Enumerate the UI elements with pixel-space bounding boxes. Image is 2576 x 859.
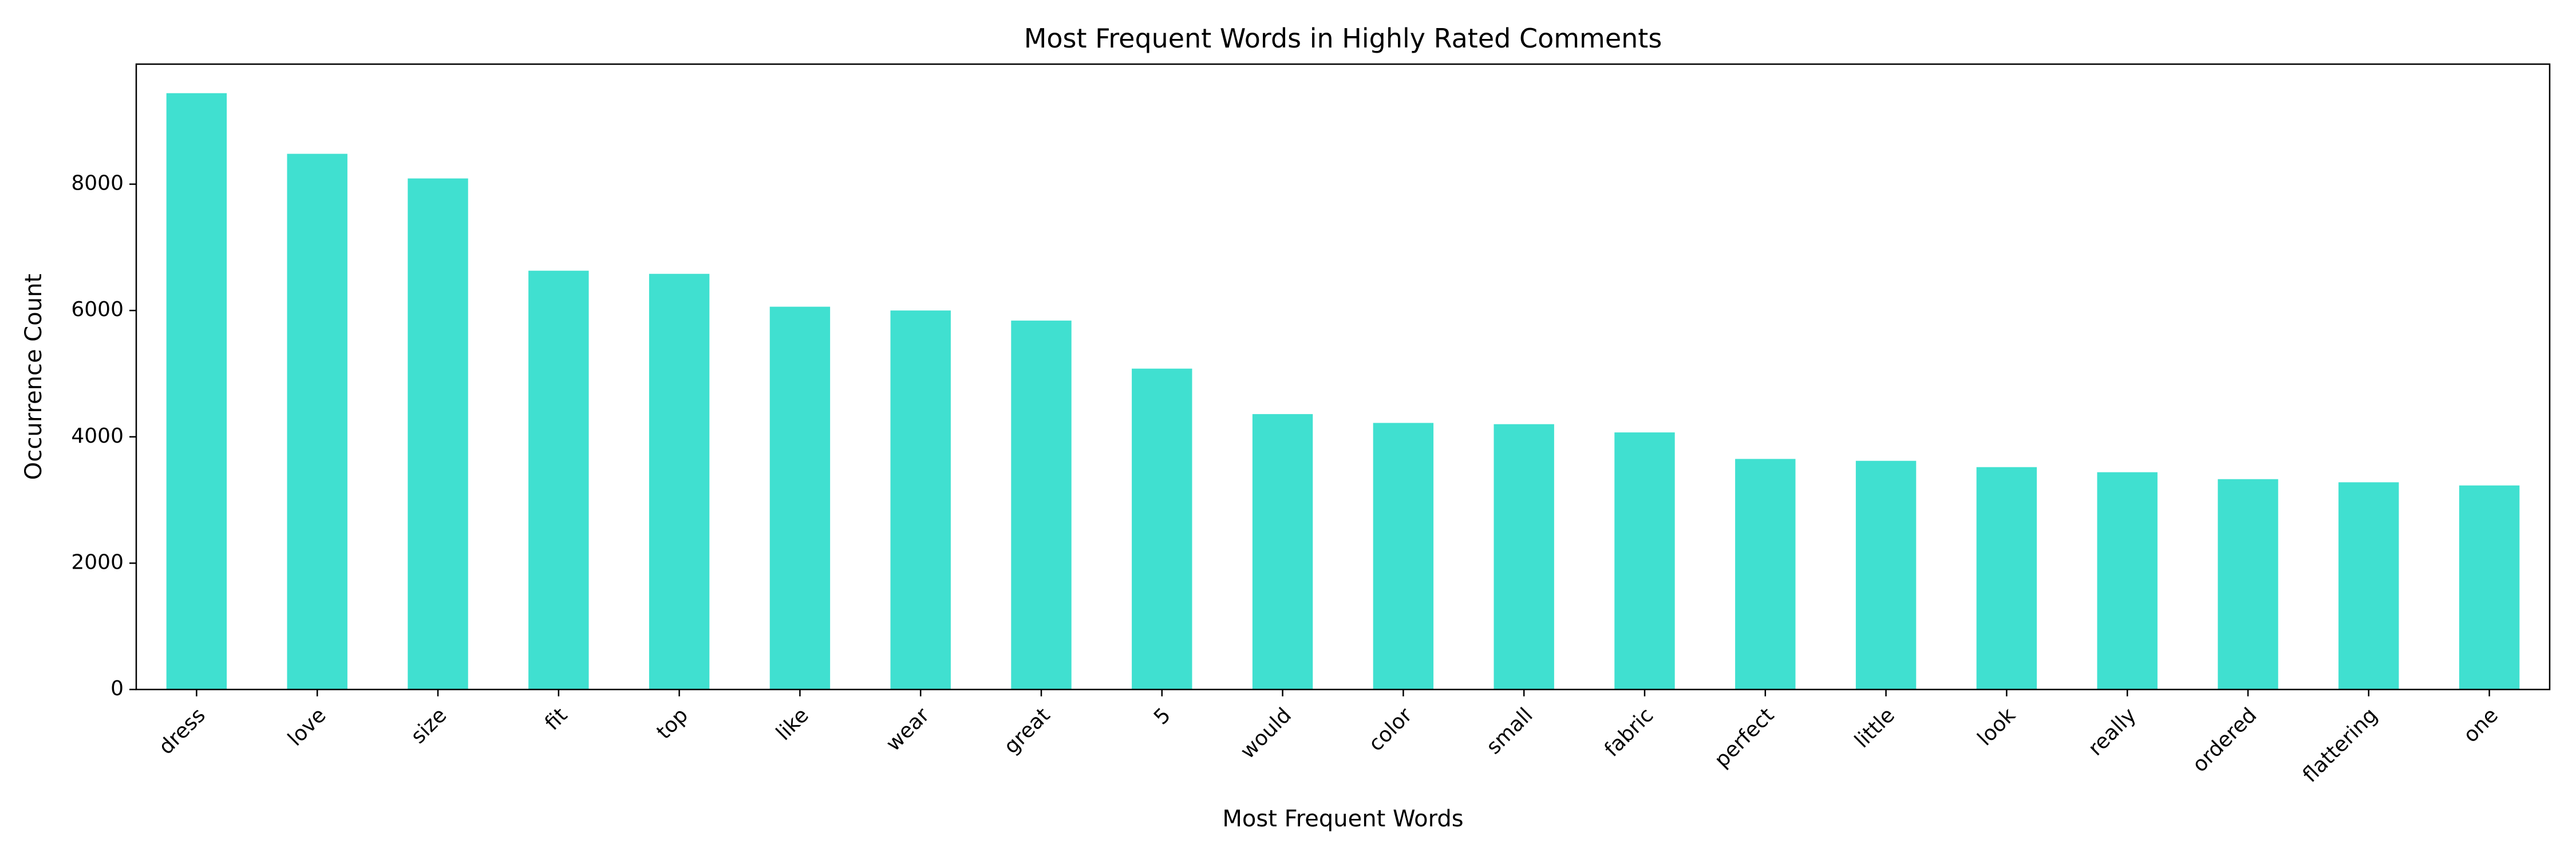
x-tick-label: small [1482,703,1538,759]
bar-flattering [2338,482,2399,689]
bar-one [2459,485,2520,689]
x-tick-label: fit [540,703,572,735]
y-tick-label: 0 [110,677,124,700]
x-tick-label: top [652,703,693,744]
x-tick-label: great [999,703,1054,758]
x-tick-label: one [2459,703,2503,747]
y-tick-label: 2000 [71,550,124,574]
bar-top [649,274,710,689]
bar-ordered [2218,479,2278,689]
x-tick-label: fabric [1600,703,1658,761]
x-tick-label: would [1236,703,1296,763]
bar-small [1494,424,1554,689]
x-tick-label: look [1973,703,2020,750]
x-tick-label: really [2084,703,2140,760]
x-axis-ticks: dress love size fit top like wear great 5 would co… [155,689,2503,787]
y-tick-label: 8000 [71,172,124,195]
x-tick-label: color [1364,703,1417,756]
bar-would [1252,414,1313,689]
x-tick-label: wear [882,703,934,756]
bars [166,93,2520,690]
x-tick-label: dress [155,703,210,759]
chart-title: Most Frequent Words in Highly Rated Comm… [1024,23,1662,54]
bar-great [1011,320,1072,689]
bar-dress [166,93,227,690]
bar-look [1976,467,2037,689]
bar-wear [890,310,951,689]
x-tick-label: perfect [1710,703,1779,772]
x-tick-label: ordered [2188,703,2261,777]
x-tick-label: size [406,703,451,748]
x-tick-label: love [283,703,330,750]
plot-frame [135,63,2551,691]
y-tick-label: 6000 [71,298,124,321]
y-tick-label: 4000 [71,424,124,448]
bar-color [1373,423,1434,689]
plot-area: dress love size fit top like wear great 5 would co… [71,63,2551,787]
x-tick-label: flattering [2298,703,2382,787]
bar-little [1855,460,1917,689]
x-axis-label: Most Frequent Words [1222,806,1463,832]
bar-5 [1132,368,1192,689]
bar-really [2097,472,2158,689]
bar-fit [528,270,589,689]
y-axis-label: Occurrence Count [21,274,47,480]
bar-love [287,153,347,690]
bar-size [408,178,468,690]
x-tick-label: 5 [1149,703,1175,729]
bar-like [769,306,831,689]
y-axis-ticks: 0 2000 4000 6000 8000 [71,172,136,700]
bar-perfect [1735,459,1796,689]
bar-fabric [1614,432,1675,689]
x-tick-label: like [772,703,813,745]
x-tick-label: little [1850,703,1899,752]
